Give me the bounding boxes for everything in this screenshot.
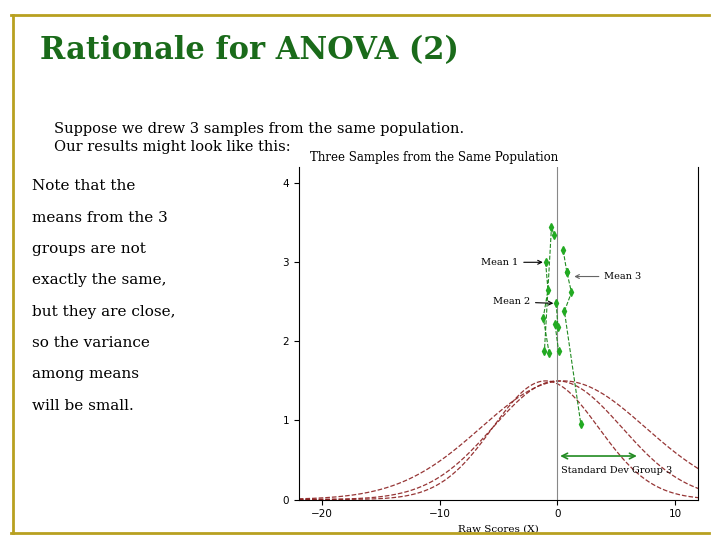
Text: Note that the: Note that the: [32, 179, 136, 193]
Text: Three Samples from the Same Population: Three Samples from the Same Population: [310, 151, 558, 164]
X-axis label: Raw Scores (X): Raw Scores (X): [458, 525, 539, 534]
Text: Mean 1: Mean 1: [481, 258, 541, 267]
Text: will be small.: will be small.: [32, 399, 134, 413]
Text: Our results might look like this:: Our results might look like this:: [54, 140, 291, 154]
Text: Mean 3: Mean 3: [575, 272, 642, 281]
Text: Mean 2: Mean 2: [492, 298, 552, 306]
Text: Suppose we drew 3 samples from the same population.: Suppose we drew 3 samples from the same …: [54, 122, 464, 136]
Text: so the variance: so the variance: [32, 336, 150, 350]
Text: but they are close,: but they are close,: [32, 305, 176, 319]
Text: means from the 3: means from the 3: [32, 211, 168, 225]
Text: among means: among means: [32, 367, 140, 381]
Text: Standard Dev Group 3: Standard Dev Group 3: [561, 467, 672, 475]
Text: groups are not: groups are not: [32, 242, 146, 256]
Text: exactly the same,: exactly the same,: [32, 273, 167, 287]
Text: Rationale for ANOVA (2): Rationale for ANOVA (2): [40, 35, 459, 66]
